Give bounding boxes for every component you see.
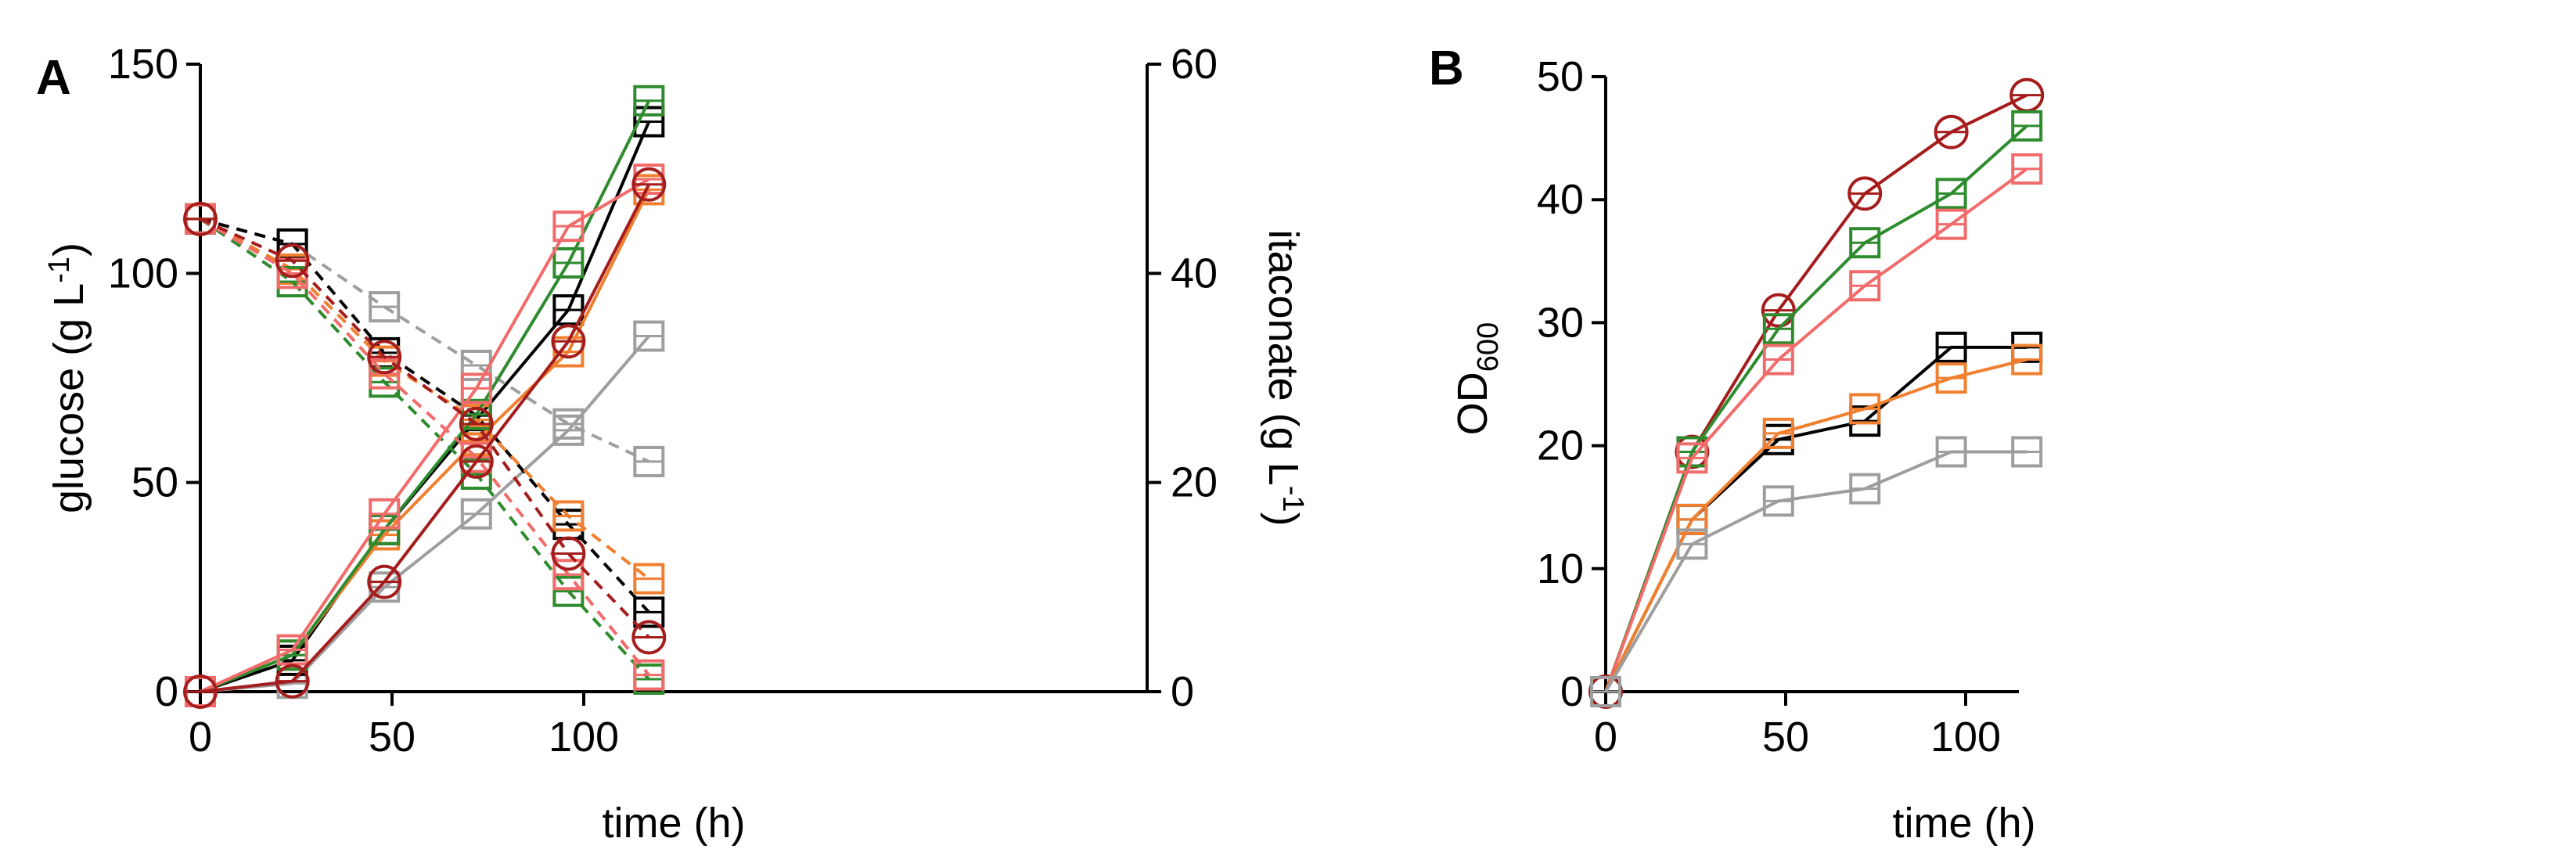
panel-b-label: B xyxy=(1429,41,1464,95)
panel-a-y-right-tick-label: 60 xyxy=(1171,41,1218,88)
panel-a-x-tick-label: 100 xyxy=(549,714,619,761)
panel-b-series-4 xyxy=(1590,343,2043,707)
panel-a-x-label: time (h) xyxy=(602,800,745,847)
itaconate-point xyxy=(275,664,310,699)
glucose-point xyxy=(631,620,667,655)
panel-a-y-left-tick-label: 0 xyxy=(155,668,178,715)
od-point xyxy=(1847,176,1883,211)
panel-b-x-tick-label: 0 xyxy=(1594,714,1617,761)
panel-b-ticks: 0 50 100 0 10 20 30 40 50 xyxy=(1537,53,2001,761)
panel-b-x-tick-label: 100 xyxy=(1930,714,2001,761)
panel-b-series xyxy=(1588,77,2045,709)
panel-a-y-left-tick-label: 50 xyxy=(131,459,178,506)
panel-b-x-tick-label: 50 xyxy=(1762,714,1809,761)
glucose-point xyxy=(275,243,310,279)
itaconate-point xyxy=(183,674,218,709)
panel-a-y-right-tick-label: 40 xyxy=(1171,250,1218,297)
itaconate-point xyxy=(367,564,402,599)
panel-b-series-3 xyxy=(1590,331,2043,707)
panel-a-ticks: 0 50 100 0 50 100 150 0 20 40 60 xyxy=(108,41,1218,761)
panel-b-y-tick-label: 20 xyxy=(1537,423,1584,469)
itaconate-point xyxy=(551,324,586,359)
od-point xyxy=(1934,114,1969,149)
glucose-point xyxy=(459,406,494,441)
panel-b-y-label: OD600 xyxy=(1449,322,1505,435)
panel-b-y-tick-label: 10 xyxy=(1537,545,1584,592)
panel-a-series-1 xyxy=(185,106,665,707)
panel-a-y-left-tick-label: 150 xyxy=(108,41,178,88)
panel-a-x-tick-label: 0 xyxy=(189,714,212,761)
panel-b-y-tick-label: 40 xyxy=(1537,176,1584,223)
panel-a-x-tick-label: 50 xyxy=(369,714,416,761)
od-line xyxy=(1604,450,2027,693)
itaconate-point xyxy=(459,444,494,479)
glucose-point xyxy=(367,340,402,375)
panel-a-y-right-label: itaconate (g L-1) xyxy=(1260,230,1309,527)
panel-a-label: A xyxy=(36,51,71,105)
panel-a-series-5 xyxy=(183,167,667,709)
panel-b: B 0 50 100 0 10 20 30 40 50 time (h) OD600 xyxy=(1429,41,2045,847)
panel-b-x-label: time (h) xyxy=(1892,800,2035,847)
panel-b-y-tick-label: 50 xyxy=(1537,53,1584,100)
panel-b-series-1 xyxy=(1590,110,2043,707)
od-line xyxy=(1604,358,2027,692)
panel-b-series-5 xyxy=(1590,436,2043,707)
glucose-line xyxy=(199,218,650,676)
itaconate-point xyxy=(631,167,667,202)
panel-b-y-tick-label: 0 xyxy=(1560,668,1584,715)
panel-a-y-left-tick-label: 100 xyxy=(108,250,178,297)
panel-a: A 0 50 100 0 50 100 150 0 20 40 60 time (h) glucos… xyxy=(36,41,1309,847)
panel-a-y-right-tick-label: 20 xyxy=(1171,459,1218,506)
panel-a-y-right-tick-label: 0 xyxy=(1171,668,1194,715)
glucose-point xyxy=(183,201,218,236)
panel-b-y-tick-label: 30 xyxy=(1537,299,1584,346)
glucose-point xyxy=(551,536,586,571)
panel-a-series xyxy=(183,85,667,709)
panel-a-series-3 xyxy=(185,85,665,707)
od-point xyxy=(1761,293,1796,328)
panel-a-y-left-label: glucose (g L-1) xyxy=(43,243,92,513)
panel-a-series-0 xyxy=(185,203,665,707)
glucose-line xyxy=(199,218,650,681)
